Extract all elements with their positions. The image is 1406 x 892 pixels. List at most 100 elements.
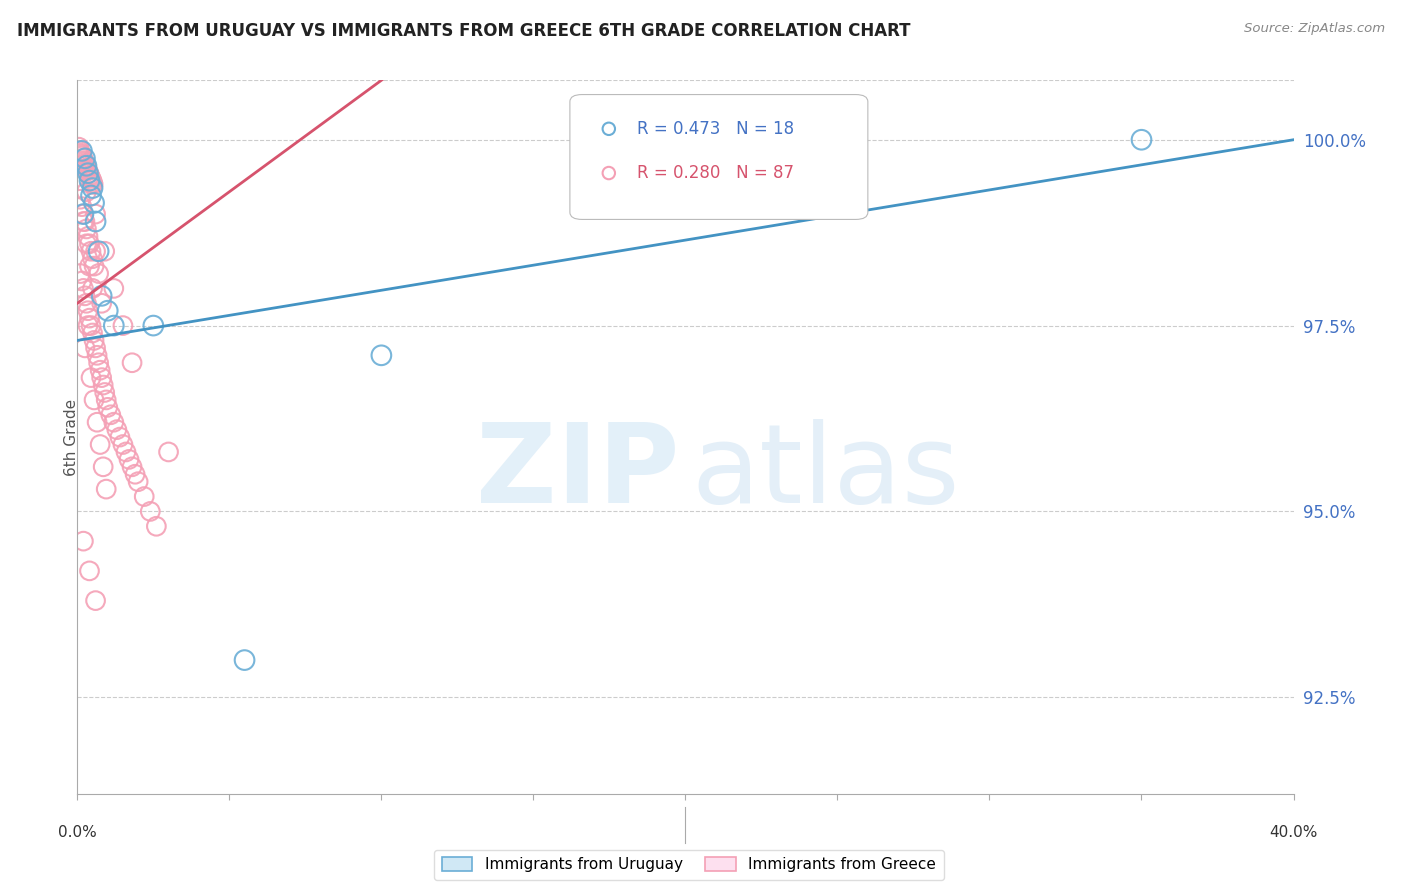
Point <box>75 236 97 251</box>
Point <box>77 164 100 178</box>
Text: 40.0%: 40.0% <box>1270 825 1317 840</box>
Point <box>145 519 167 533</box>
Point <box>72 214 94 228</box>
Text: atlas: atlas <box>692 419 960 526</box>
Point <box>86 348 108 362</box>
Point <box>69 144 91 158</box>
Point <box>91 378 114 392</box>
Point <box>75 159 97 173</box>
Point <box>75 185 97 199</box>
Point <box>77 303 100 318</box>
Text: 0.0%: 0.0% <box>58 825 97 840</box>
Point <box>89 437 111 451</box>
Point <box>90 370 112 384</box>
Point <box>69 146 91 161</box>
Point <box>70 200 93 214</box>
Y-axis label: 6th Grade: 6th Grade <box>65 399 79 475</box>
Point <box>83 259 105 273</box>
Text: IMMIGRANTS FROM URUGUAY VS IMMIGRANTS FROM GREECE 6TH GRADE CORRELATION CHART: IMMIGRANTS FROM URUGUAY VS IMMIGRANTS FR… <box>17 22 910 40</box>
Point <box>83 195 105 210</box>
Point <box>103 415 125 429</box>
Point <box>82 326 104 340</box>
Point <box>134 490 156 504</box>
Point <box>87 244 110 259</box>
Point <box>82 178 104 192</box>
Point <box>79 236 101 251</box>
Point <box>69 192 91 206</box>
Point <box>97 401 120 415</box>
Point <box>76 162 98 177</box>
Point <box>77 229 100 244</box>
Point <box>72 534 94 549</box>
Point <box>72 207 94 221</box>
Point <box>93 385 115 400</box>
Point <box>91 459 114 474</box>
Point <box>70 144 93 158</box>
Point <box>70 147 93 161</box>
Point <box>96 482 118 496</box>
Point <box>82 281 104 295</box>
Point <box>370 348 392 362</box>
Point <box>79 259 101 273</box>
Point <box>79 564 101 578</box>
Point <box>82 252 104 266</box>
Point <box>75 296 97 310</box>
Point <box>80 188 103 202</box>
Point <box>75 161 97 175</box>
Point <box>84 207 107 221</box>
Point <box>84 244 107 259</box>
Point <box>83 334 105 348</box>
FancyBboxPatch shape <box>569 95 868 219</box>
Point <box>90 296 112 310</box>
Point <box>84 214 107 228</box>
Point <box>77 166 100 180</box>
Text: Source: ZipAtlas.com: Source: ZipAtlas.com <box>1244 22 1385 36</box>
Point <box>139 504 162 518</box>
Point <box>111 437 134 451</box>
Point <box>84 593 107 607</box>
Point <box>87 356 110 370</box>
Point <box>69 267 91 281</box>
Point <box>72 151 94 165</box>
Point <box>105 423 128 437</box>
Point <box>127 475 149 489</box>
Point <box>90 289 112 303</box>
Point <box>93 244 115 259</box>
Point <box>82 176 104 190</box>
Point <box>72 207 94 221</box>
Point <box>96 392 118 407</box>
Point <box>80 244 103 259</box>
Point <box>80 318 103 333</box>
Point <box>142 318 165 333</box>
Point <box>77 318 100 333</box>
Point <box>75 159 97 173</box>
Point <box>72 281 94 295</box>
Point <box>77 166 100 180</box>
Point <box>80 171 103 186</box>
Point <box>73 155 96 169</box>
Point <box>80 173 103 187</box>
Point <box>121 459 143 474</box>
Point <box>75 222 97 236</box>
Point <box>83 392 105 407</box>
Point <box>79 173 101 187</box>
Point <box>1130 133 1153 147</box>
Point <box>89 363 111 377</box>
Point <box>103 318 125 333</box>
Point <box>86 415 108 429</box>
Point <box>84 341 107 355</box>
Point <box>108 430 131 444</box>
Point <box>103 281 125 295</box>
Point <box>73 151 96 165</box>
Point <box>79 311 101 326</box>
Text: R = 0.473   N = 18: R = 0.473 N = 18 <box>637 120 794 137</box>
Point <box>73 156 96 170</box>
Point <box>157 445 180 459</box>
Point <box>72 153 94 168</box>
Text: R = 0.280   N = 87: R = 0.280 N = 87 <box>637 164 794 182</box>
Point <box>118 452 141 467</box>
Point <box>87 267 110 281</box>
Point <box>70 149 93 163</box>
Point <box>70 274 93 288</box>
Text: ZIP: ZIP <box>477 419 679 526</box>
